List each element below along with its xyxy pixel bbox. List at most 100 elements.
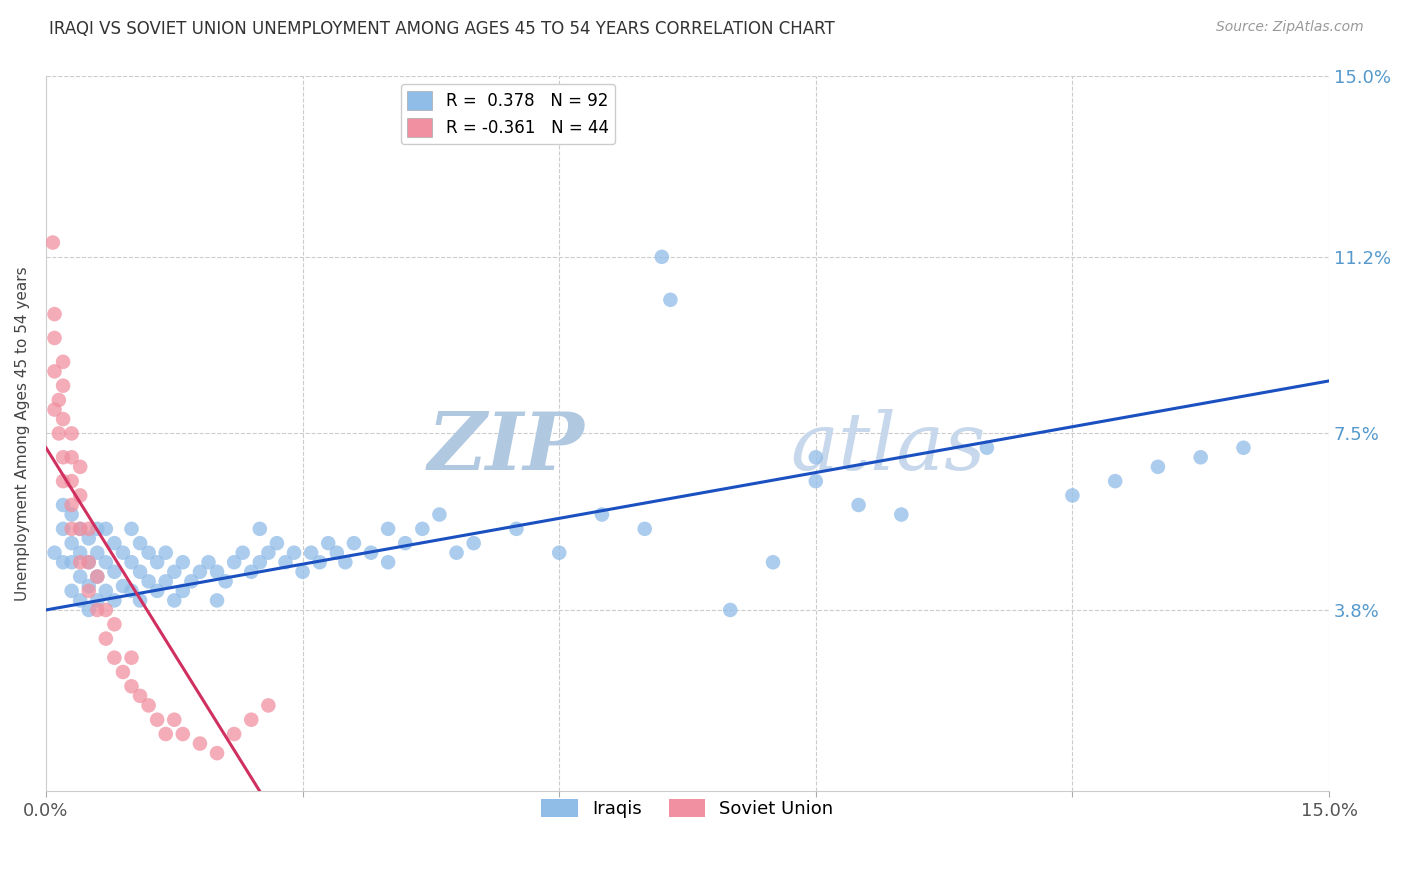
Point	[111, 546, 134, 560]
Point	[146, 555, 169, 569]
Point	[86, 593, 108, 607]
Point	[155, 574, 177, 589]
Point	[129, 689, 152, 703]
Point	[266, 536, 288, 550]
Point	[77, 555, 100, 569]
Point	[69, 569, 91, 583]
Point	[121, 555, 143, 569]
Point	[214, 574, 236, 589]
Point	[316, 536, 339, 550]
Point	[111, 579, 134, 593]
Point	[188, 565, 211, 579]
Point	[60, 583, 83, 598]
Point	[60, 508, 83, 522]
Point	[60, 474, 83, 488]
Point	[257, 698, 280, 713]
Point	[77, 555, 100, 569]
Point	[44, 402, 66, 417]
Point	[121, 522, 143, 536]
Point	[257, 546, 280, 560]
Point	[335, 555, 357, 569]
Point	[69, 522, 91, 536]
Point	[804, 474, 827, 488]
Point	[60, 555, 83, 569]
Point	[52, 474, 75, 488]
Point	[377, 522, 399, 536]
Point	[163, 565, 186, 579]
Point	[94, 603, 117, 617]
Point	[52, 355, 75, 369]
Point	[69, 593, 91, 607]
Point	[224, 555, 246, 569]
Point	[1189, 450, 1212, 465]
Point	[60, 536, 83, 550]
Point	[976, 441, 998, 455]
Point	[463, 536, 485, 550]
Point	[129, 536, 152, 550]
Point	[86, 522, 108, 536]
Point	[52, 555, 75, 569]
Point	[103, 536, 125, 550]
Point	[804, 450, 827, 465]
Point	[188, 737, 211, 751]
Point	[94, 583, 117, 598]
Point	[591, 508, 613, 522]
Y-axis label: Unemployment Among Ages 45 to 54 years: Unemployment Among Ages 45 to 54 years	[15, 266, 30, 600]
Point	[659, 293, 682, 307]
Point	[129, 593, 152, 607]
Point	[86, 569, 108, 583]
Text: atlas: atlas	[790, 409, 986, 486]
Point	[326, 546, 349, 560]
Point	[848, 498, 870, 512]
Point	[121, 650, 143, 665]
Point	[762, 555, 785, 569]
Point	[163, 593, 186, 607]
Point	[86, 603, 108, 617]
Point	[249, 555, 271, 569]
Point	[224, 727, 246, 741]
Point	[138, 698, 160, 713]
Point	[77, 603, 100, 617]
Point	[103, 617, 125, 632]
Text: IRAQI VS SOVIET UNION UNEMPLOYMENT AMONG AGES 45 TO 54 YEARS CORRELATION CHART: IRAQI VS SOVIET UNION UNEMPLOYMENT AMONG…	[49, 20, 835, 37]
Text: ZIP: ZIP	[427, 409, 585, 486]
Point	[52, 378, 75, 392]
Point	[360, 546, 382, 560]
Point	[52, 450, 75, 465]
Point	[103, 650, 125, 665]
Point	[1062, 488, 1084, 502]
Point	[1147, 459, 1170, 474]
Point	[205, 593, 228, 607]
Point	[48, 426, 70, 441]
Point	[377, 555, 399, 569]
Point	[69, 488, 91, 502]
Point	[172, 583, 194, 598]
Point	[155, 727, 177, 741]
Point	[205, 565, 228, 579]
Point	[48, 392, 70, 407]
Point	[44, 364, 66, 378]
Point	[121, 679, 143, 693]
Point	[60, 450, 83, 465]
Point	[411, 522, 433, 536]
Point	[155, 546, 177, 560]
Point	[505, 522, 527, 536]
Point	[121, 583, 143, 598]
Point	[44, 331, 66, 345]
Point	[77, 522, 100, 536]
Point	[343, 536, 366, 550]
Text: Source: ZipAtlas.com: Source: ZipAtlas.com	[1216, 20, 1364, 34]
Point	[86, 569, 108, 583]
Point	[146, 583, 169, 598]
Point	[69, 522, 91, 536]
Point	[163, 713, 186, 727]
Point	[429, 508, 451, 522]
Point	[283, 546, 305, 560]
Point	[197, 555, 219, 569]
Point	[52, 412, 75, 426]
Point	[129, 565, 152, 579]
Point	[52, 498, 75, 512]
Point	[146, 713, 169, 727]
Point	[111, 665, 134, 679]
Point	[86, 546, 108, 560]
